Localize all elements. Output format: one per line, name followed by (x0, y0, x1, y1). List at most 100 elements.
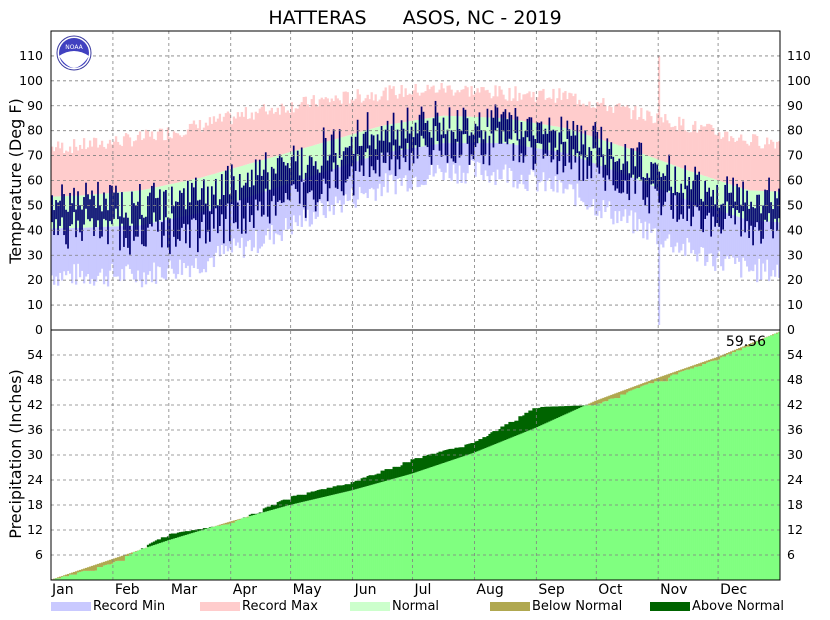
precip-normal-bar (434, 465, 437, 580)
precip-above-normal-bar (288, 499, 291, 505)
record-min-bar (76, 227, 80, 264)
precip-normal-bar (376, 483, 379, 580)
legend-swatch (650, 602, 690, 611)
precip-normal-bar (146, 547, 150, 580)
record-max-bar (76, 150, 80, 196)
record-min-bar (162, 220, 166, 279)
precip-above-normal-bar (334, 486, 337, 495)
precip-normal-bar (248, 516, 252, 580)
normal-temp-bar (534, 123, 537, 149)
daily-temp-bar (438, 122, 441, 151)
record-max-bar (218, 113, 222, 173)
precip-below-normal-bar (114, 557, 118, 562)
record-min-bar (124, 225, 128, 267)
record-min-bar (148, 223, 152, 272)
daily-temp-bar (480, 130, 483, 156)
daily-temp-bar (420, 106, 423, 136)
daily-temp-bar (374, 149, 377, 174)
record-min-bar (86, 227, 90, 275)
daily-temp-bar (320, 165, 323, 194)
precip-above-normal-bar (342, 485, 345, 493)
legend-swatch (350, 602, 390, 611)
precip-normal-bar (438, 464, 441, 580)
precip-normal-bar (96, 567, 100, 580)
precip-normal-bar (740, 350, 743, 580)
record-max-bar (244, 107, 248, 165)
precip-below-normal-bar (222, 523, 226, 525)
precip-normal-bar (606, 401, 609, 580)
daily-temp-bar (680, 183, 683, 215)
precip-above-normal-bar (354, 480, 357, 490)
record-max-bar (506, 100, 509, 119)
precip-below-normal-bar (730, 351, 733, 354)
record-min-bar (572, 155, 575, 190)
record-min-bar (186, 215, 190, 266)
precip-below-normal-bar (694, 364, 697, 367)
record-min-bar (380, 153, 383, 197)
daily-temp-bar (666, 164, 669, 193)
record-max-bar (398, 93, 401, 123)
precip-above-normal-bar (474, 441, 477, 453)
record-max-bar (522, 94, 525, 122)
precip-below-normal-bar (626, 389, 629, 393)
precip-normal-bar (362, 487, 365, 580)
precip-normal-bar (284, 506, 287, 580)
precip-normal-bar (180, 536, 184, 580)
daily-temp-bar (362, 133, 365, 176)
record-max-bar (148, 136, 152, 189)
record-max-bar (542, 88, 545, 125)
precip-above-normal-bar (262, 508, 266, 513)
normal-temp-bar (318, 143, 321, 174)
precip-normal-bar (154, 544, 158, 580)
daily-temp-bar (482, 139, 485, 165)
record-min-bar (462, 143, 465, 173)
precip-normal-bar (326, 496, 329, 580)
precip-normal-bar (500, 441, 503, 580)
precip-normal-bar (160, 542, 164, 580)
record-max-bar (240, 112, 244, 166)
daily-temp-bar (448, 107, 451, 129)
record-max-bar (210, 123, 214, 175)
daily-temp-bar (318, 172, 321, 200)
record-min-bar (226, 203, 230, 252)
daily-temp-bar (248, 187, 251, 222)
record-min-bar (478, 143, 481, 163)
record-min-bar (364, 158, 367, 193)
temp-tick-label-right: 110 (787, 48, 811, 63)
precip-normal-bar (294, 503, 297, 580)
precip-normal-bar (120, 560, 124, 580)
temp-tick-label-left: 110 (19, 48, 43, 63)
record-max-bar (600, 102, 603, 140)
precip-below-normal-bar (86, 567, 90, 571)
precip-normal-bar (532, 428, 535, 580)
precip-normal-bar (732, 352, 735, 580)
record-max-bar (332, 100, 335, 140)
record-max-bar (106, 143, 110, 194)
daily-temp-bar (232, 176, 235, 224)
precip-below-normal-bar (94, 564, 98, 571)
record-min-bar (132, 225, 136, 280)
precip-below-normal-bar (704, 361, 707, 365)
record-max-bar (248, 118, 252, 164)
precip-below-normal-bar (68, 573, 72, 575)
record-min-bar (386, 152, 389, 193)
precip-normal-bar (80, 571, 84, 580)
precip-normal-bar (174, 537, 178, 580)
daily-temp-bar (688, 177, 691, 209)
precip-above-normal-bar (352, 482, 355, 490)
record-max-spike (658, 55, 661, 131)
record-max-bar (410, 94, 413, 121)
precip-below-normal-bar (644, 382, 647, 385)
precip-below-normal-bar (746, 344, 749, 347)
precip-above-normal-bar (164, 537, 168, 542)
daily-temp-bar (336, 164, 339, 189)
daily-temp-bar (222, 195, 225, 244)
daily-temp-bar (242, 185, 245, 219)
record-max-bar (478, 92, 481, 118)
precip-above-normal-bar (306, 492, 309, 501)
precip-below-normal-bar (52, 578, 56, 580)
record-max-bar (276, 107, 279, 156)
precip-normal-bar (528, 430, 531, 580)
record-max-bar (466, 87, 469, 117)
normal-temp-bar (644, 154, 647, 183)
